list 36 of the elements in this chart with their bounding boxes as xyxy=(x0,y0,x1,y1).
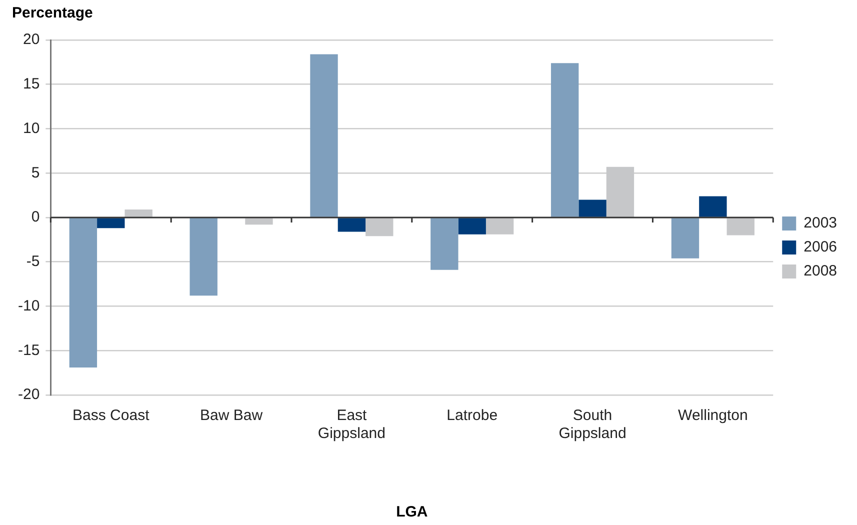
legend-label: 2006 xyxy=(804,238,838,256)
x-tick-label: South Gippsland xyxy=(558,407,626,442)
bar xyxy=(486,218,514,234)
y-tick-label: -20 xyxy=(18,386,40,404)
y-tick-label: -5 xyxy=(26,253,40,270)
bar xyxy=(550,63,579,217)
y-tick-label: 10 xyxy=(22,120,40,137)
x-tick-label: Bass Coast xyxy=(72,407,150,424)
legend-label: 2003 xyxy=(804,214,838,232)
y-tick-label: -10 xyxy=(18,297,40,314)
x-tick-label: East Gippsland xyxy=(318,407,386,442)
bar xyxy=(97,218,125,228)
bar xyxy=(430,218,458,270)
bar xyxy=(124,210,152,217)
y-tick-label: -15 xyxy=(18,342,40,359)
y-tick-label: 5 xyxy=(31,164,40,182)
bar xyxy=(726,218,754,236)
x-tick-label: Wellington xyxy=(678,407,748,424)
bar xyxy=(245,218,273,225)
bar xyxy=(699,196,727,217)
bar xyxy=(366,218,394,236)
bar xyxy=(338,218,366,232)
x-tick-label: Baw Baw xyxy=(200,407,263,424)
bar xyxy=(69,218,98,368)
bar xyxy=(310,54,338,217)
y-axis-title: Percentage xyxy=(12,4,93,22)
bar xyxy=(671,218,700,258)
bar xyxy=(458,218,486,234)
y-tick-label: 0 xyxy=(31,208,40,226)
bar xyxy=(190,218,218,296)
y-tick-label: 20 xyxy=(22,31,40,48)
legend-label: 2008 xyxy=(804,262,838,280)
y-tick-label: 15 xyxy=(22,76,40,93)
x-tick-label: Latrobe xyxy=(446,407,498,424)
bar xyxy=(578,200,606,217)
x-axis-title: LGA xyxy=(396,504,428,521)
